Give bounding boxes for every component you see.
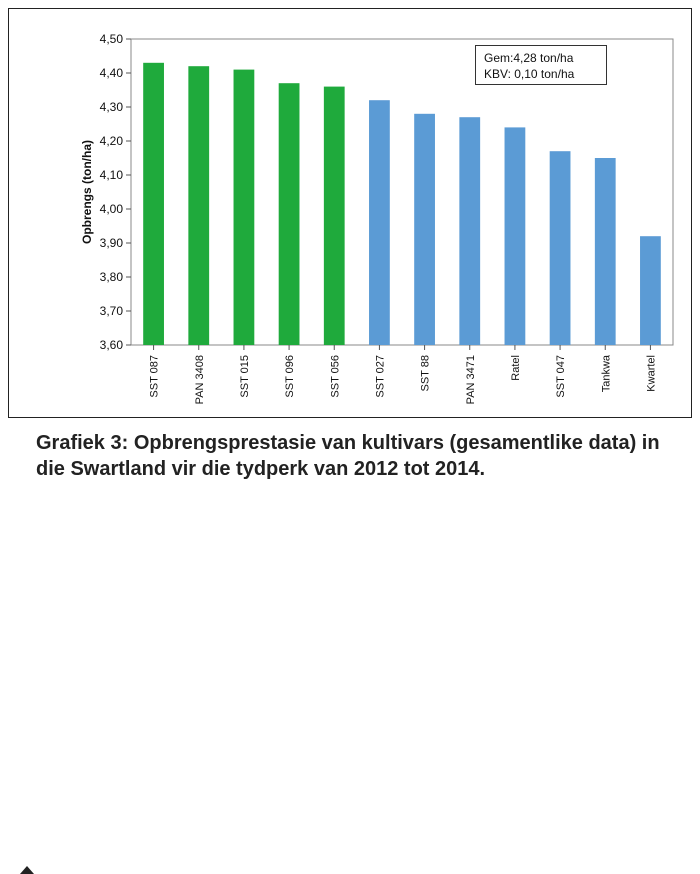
mean-label: Gem:4,28 ton/ha	[484, 51, 574, 65]
x-tick-label: Tankwa	[600, 354, 612, 392]
bar	[323, 86, 345, 345]
bar	[414, 113, 435, 345]
y-tick-label: 4,10	[100, 168, 124, 182]
bar	[143, 62, 164, 346]
bar	[369, 100, 390, 345]
bar	[594, 158, 616, 345]
x-tick-label: SST 88	[420, 355, 432, 392]
bar	[640, 236, 661, 345]
y-tick-label: 4,20	[100, 134, 124, 148]
x-tick-label: SST 096	[284, 355, 296, 398]
y-tick-label: 4,50	[100, 32, 124, 46]
y-tick-label: 4,30	[100, 100, 124, 114]
x-tick-label: PAN 3408	[194, 355, 206, 404]
y-tick-label: 4,40	[100, 66, 124, 80]
chart-frame: 3,60 3,70 3,80 3,90 4,00 4,10 4,20 4,30 4,40 4,50…	[8, 8, 692, 418]
x-tick-label: PAN 3471	[465, 355, 477, 404]
bar	[459, 117, 481, 345]
y-axis-label: Opbrengs (ton/ha)	[80, 140, 94, 244]
y-tick-label: 3,70	[100, 304, 124, 318]
bar	[549, 151, 571, 345]
x-tick-label: SST 047	[555, 355, 567, 398]
y-tick-label: 3,90	[100, 236, 124, 250]
x-tick-label: SST 087	[149, 355, 161, 398]
x-tick-label: Kwartel	[645, 355, 657, 392]
y-tick-label: 3,60	[100, 338, 124, 352]
cv-label: KBV: 0,10 ton/ha	[484, 67, 575, 81]
bar	[233, 69, 255, 345]
x-tick-label: SST 056	[329, 355, 341, 398]
y-tick-label: 3,80	[100, 270, 124, 284]
plot-area	[130, 38, 674, 346]
bar	[504, 127, 526, 346]
x-tick-label: SST 015	[239, 355, 251, 398]
caption-text: Grafiek 3: Opbrengsprestasie van kultiva…	[36, 432, 660, 480]
caption-triangle-icon	[20, 866, 34, 874]
statistics-box: Gem:4,28 ton/ha KBV: 0,10 ton/ha	[475, 45, 607, 85]
x-tick-label: SST 027	[374, 355, 386, 398]
x-tick-label: Ratel	[510, 355, 522, 381]
bar	[188, 66, 210, 345]
bar-chart: 3,60 3,70 3,80 3,90 4,00 4,10 4,20 4,30 4,40 4,50…	[80, 32, 674, 404]
figure-caption: Grafiek 3: Opbrengsprestasie van kultiva…	[10, 430, 690, 874]
bar	[278, 83, 300, 345]
y-tick-label: 4,00	[100, 202, 124, 216]
